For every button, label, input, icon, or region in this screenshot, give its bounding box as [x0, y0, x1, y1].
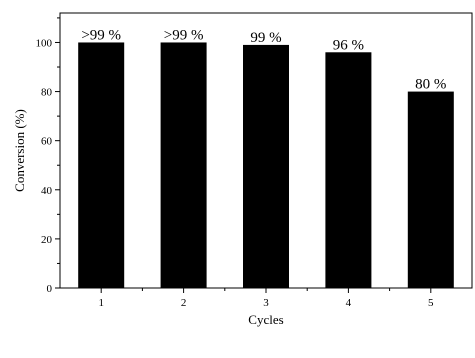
x-tick-label: 3	[263, 297, 269, 309]
y-tick-label: 80	[41, 87, 53, 99]
bar-cycle-5	[407, 91, 454, 288]
data-label-cycle-2: >99 %	[164, 27, 204, 43]
y-tick-label: 20	[41, 234, 53, 246]
data-label-cycle-5: 80 %	[415, 77, 446, 93]
data-label-cycle-1: >99 %	[81, 27, 121, 43]
x-tick-label: 1	[98, 297, 104, 309]
plot-frame	[59, 12, 473, 289]
y-axis-title: Conversion (%)	[12, 109, 27, 192]
x-axis: 1 2 3 4 5	[98, 288, 434, 309]
y-tick-label: 60	[41, 136, 53, 148]
y-tick-label: 40	[41, 185, 53, 197]
y-tick-label: 0	[47, 283, 53, 295]
bar-cycle-1	[78, 42, 125, 288]
x-axis-title: Cycles	[248, 312, 283, 327]
x-tick-label: 2	[181, 297, 187, 309]
data-label-cycle-3: 99 %	[250, 30, 281, 46]
x-tick-label: 5	[428, 297, 434, 309]
y-tick-label: 100	[36, 37, 53, 49]
data-labels-group: >99 % >99 % 99 % 96 % 80 %	[81, 27, 446, 92]
x-tick-label: 4	[346, 297, 352, 309]
bar-cycle-3	[243, 44, 289, 288]
bar-cycle-2	[160, 42, 207, 288]
data-label-cycle-4: 96 %	[333, 37, 364, 53]
bar-cycle-4	[325, 52, 372, 289]
y-axis: 0 20 40 60 80 100	[36, 17, 60, 295]
bars-group	[78, 42, 454, 289]
